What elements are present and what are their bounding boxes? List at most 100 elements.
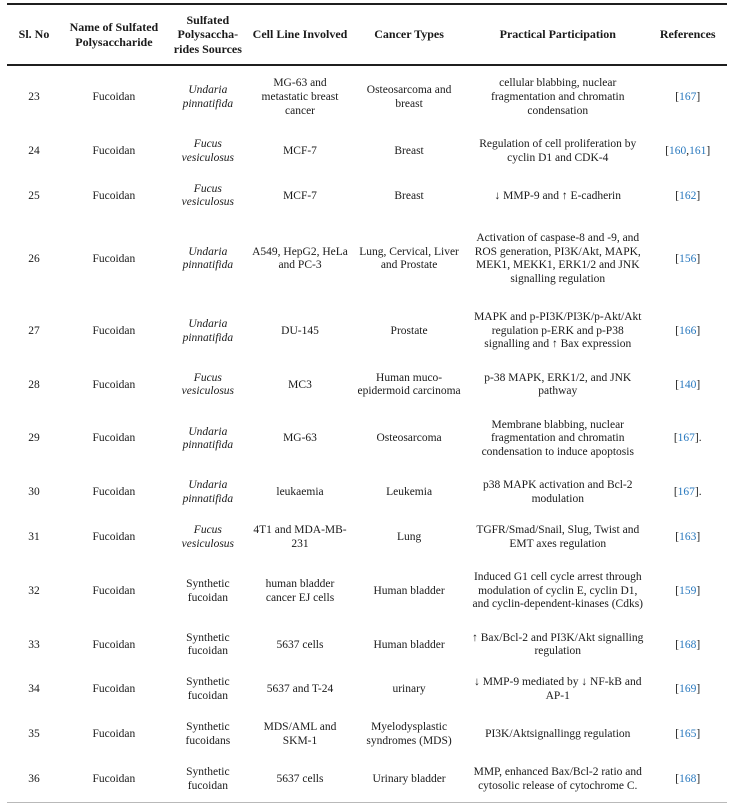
reference-link[interactable]: 168 [679,638,697,651]
table-body: 23 Fucoidan Undaria pinnatifida MG-63 an… [7,65,727,802]
cell-cancer-types: Human bladder [373,638,445,651]
cell-cancer-types: Prostate [390,324,428,337]
cell-source: Undaria pinnatifida [182,84,234,110]
reference-link[interactable]: 140 [679,378,697,391]
cell-source: Synthetic fucoidan [186,676,230,703]
table-row: 29 Fucoidan Undaria pinnatifida MG-63 Os… [7,408,727,471]
cell-line-involved: 5637 cells [276,772,324,785]
reference-link[interactable]: 167 [677,486,695,499]
cell-sl-no: 26 [28,252,40,265]
cell-cancer-types: Lung [396,530,422,543]
cell-practical-participation: MAPK and p-PI3K/PI3K/p-Akt/Akt regulatio… [474,311,642,351]
cell-sl-no: 34 [28,683,40,696]
cell-polysaccharide-name: Fucoidan [92,772,136,785]
cell-line-involved: A549, HepG2, HeLa and PC-3 [252,245,348,272]
cell-practical-participation: ↓ MMP-9 and ↑ E-cadherin [494,189,621,202]
table-header-row: Sl. No Name of Sulfated Polysaccharide S… [7,4,727,67]
cell-line-involved: MCF-7 [283,145,317,158]
reference-link[interactable]: 160 [669,145,687,158]
cell-line-involved: 5637 cells [276,638,324,651]
cell-line-involved: DU-145 [281,324,319,337]
table-row: 25 Fucoidan Fucus vesiculosus MCF-7 Brea… [7,174,727,219]
header-source: Sulfated Polysaccha-rides Sources [166,4,249,67]
cell-polysaccharide-name: Fucoidan [92,638,136,651]
reference-link[interactable]: 168 [679,772,697,785]
cell-references: [167] [675,91,701,104]
cell-polysaccharide-name: Fucoidan [92,378,136,391]
cell-polysaccharide-name: Fucoidan [92,324,136,337]
table-row: 36 Fucoidan Synthetic fucoidan 5637 cell… [7,757,727,802]
cell-sl-no: 28 [28,378,40,391]
cell-practical-participation: cellular blabbing, nuclear fragmentation… [491,77,625,117]
reference-link[interactable]: 156 [679,252,697,265]
cell-cancer-types: Urinary bladder [372,772,446,785]
reference-link[interactable]: 163 [679,530,697,543]
table-row: 23 Fucoidan Undaria pinnatifida MG-63 an… [7,65,727,129]
cell-polysaccharide-name: Fucoidan [92,530,136,543]
cell-references: [167]. [673,432,702,445]
cell-practical-participation: PI3K/Aktsignallingg regulation [485,727,631,740]
cell-cancer-types: Myelodysplastic syndromes (MDS) [366,721,452,747]
cell-cancer-types: Leukemia [386,486,433,499]
cell-practical-participation: p38 MAPK activation and Bcl-2 modulation [483,479,633,506]
reference-link[interactable]: 162 [679,189,697,202]
cell-practical-participation: MMP, enhanced Bax/Bcl-2 ratio and cytoso… [473,765,642,792]
cell-references: [168] [675,772,701,785]
cell-line-involved: MG-63 [283,432,317,445]
table-row: 32 Fucoidan Synthetic fucoidan human bla… [7,560,727,623]
header-cell-line: Cell Line Involved [248,4,352,67]
reference-link[interactable]: 161 [689,145,707,158]
cell-references: [163] [675,530,701,543]
cell-polysaccharide-name: Fucoidan [92,584,136,597]
reference-link[interactable]: 167 [679,91,697,104]
cell-polysaccharide-name: Fucoidan [92,91,136,104]
cell-cancer-types: Lung, Cervical, Liver and Prostate [359,245,459,272]
cell-practical-participation: Membrane blabbing, nuclear fragmentation… [481,418,634,458]
cell-line-involved: MCF-7 [283,189,317,202]
cell-cancer-types: Osteosarcoma [376,432,442,445]
cell-cancer-types: Osteosarcoma and breast [366,84,452,110]
cell-source: Fucus vesiculosus [181,371,235,398]
reference-link[interactable]: 159 [679,584,697,597]
cell-line-involved: MG-63 and metastatic breast cancer [261,77,339,117]
table-row: 35 Fucoidan Synthetic fucoidans MDS/AML … [7,712,727,757]
cell-polysaccharide-name: Fucoidan [92,189,136,202]
cell-line-involved: 4T1 and MDA-MB-231 [253,524,347,550]
cell-source: Synthetic fucoidans [185,721,231,747]
cell-references: [168] [675,638,701,651]
cell-references: [159] [675,584,701,597]
cell-source: Undaria pinnatifida [182,318,234,344]
cell-sl-no: 27 [28,324,40,337]
cell-line-involved: human bladder cancer EJ cells [265,577,335,604]
cell-line-involved: MDS/AML and SKM-1 [263,721,337,747]
reference-link[interactable]: 167 [677,432,695,445]
header-sl-no: Sl. No [7,4,61,67]
cell-polysaccharide-name: Fucoidan [92,683,136,696]
table-row: 24 Fucoidan Fucus vesiculosus MCF-7 Brea… [7,129,727,174]
cell-cancer-types: urinary [392,683,426,696]
reference-link[interactable]: 165 [679,727,697,740]
reference-link[interactable]: 169 [679,683,697,696]
cell-source: Synthetic fucoidan [186,765,230,792]
cell-source: Synthetic fucoidan [186,577,230,604]
cell-cancer-types: Human bladder [373,584,445,597]
cell-practical-participation: p-38 MAPK, ERK1/2, and JNK pathway [484,371,632,398]
cell-line-involved: MC3 [288,378,312,391]
cell-references: [166] [675,324,701,337]
cell-sl-no: 36 [28,772,40,785]
cell-practical-participation: TGFR/Smad/Snail, Slug, Twist and EMT axe… [476,524,640,550]
header-practical-participation: Practical Participation [467,4,649,67]
header-references: References [648,4,727,67]
table-row: 30 Fucoidan Undaria pinnatifida leukaemi… [7,471,727,516]
cell-line-involved: 5637 and T-24 [266,683,334,696]
table-row: 33 Fucoidan Synthetic fucoidan 5637 cell… [7,623,727,668]
header-cancer-types: Cancer Types [351,4,468,67]
reference-link[interactable]: 166 [679,324,697,337]
header-name: Name of Sulfated Polysaccharide [60,4,167,67]
table-row: 28 Fucoidan Fucus vesiculosus MC3 Human … [7,363,727,408]
cell-practical-participation: ↑ Bax/Bcl-2 and PI3K/Akt signalling regu… [472,631,644,658]
cell-cancer-types: Human muco-epidermoid carcinoma [357,371,461,398]
cell-source: Fucus vesiculosus [181,182,235,209]
cell-source: Fucus vesiculosus [181,524,235,550]
cell-sl-no: 23 [28,91,40,104]
